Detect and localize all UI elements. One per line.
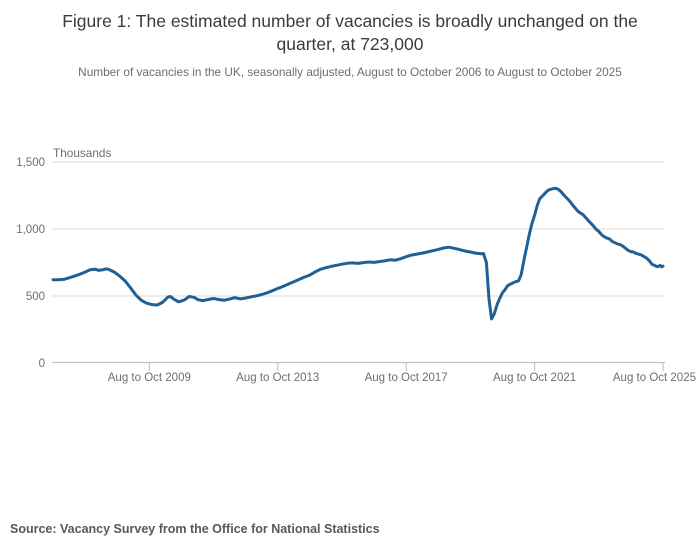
- y-tick-label-1000: 1,000: [16, 224, 45, 236]
- x-tick-label-1: Aug to Oct 2013: [236, 372, 319, 384]
- vacancies-line-chart: 0 500 1,000 1,500 Thousands Aug to Oct 2009 Au…: [16, 146, 696, 384]
- y-tick-label-1500: 1,500: [16, 157, 45, 169]
- chart-title: Figure 1: The estimated number of vacanc…: [62, 11, 638, 54]
- chart-subtitle: Number of vacancies in the UK, seasonall…: [78, 64, 622, 79]
- source-note: Source: Vacancy Survey from the Office f…: [10, 522, 380, 536]
- x-tick-label-2: Aug to Oct 2017: [365, 372, 448, 384]
- y-tick-label-0: 0: [39, 358, 45, 370]
- x-tick-label-4: Aug to Oct 2025: [613, 372, 696, 384]
- x-tick-label-0: Aug to Oct 2009: [108, 372, 191, 384]
- x-tick-label-3: Aug to Oct 2021: [493, 372, 576, 384]
- y-tick-label-500: 500: [26, 291, 45, 303]
- figure-page: { "figure": { "title": "Figure 1: The es…: [0, 10, 700, 559]
- y-axis-unit-label: Thousands: [53, 146, 111, 160]
- vacancies-series-line: [51, 186, 665, 321]
